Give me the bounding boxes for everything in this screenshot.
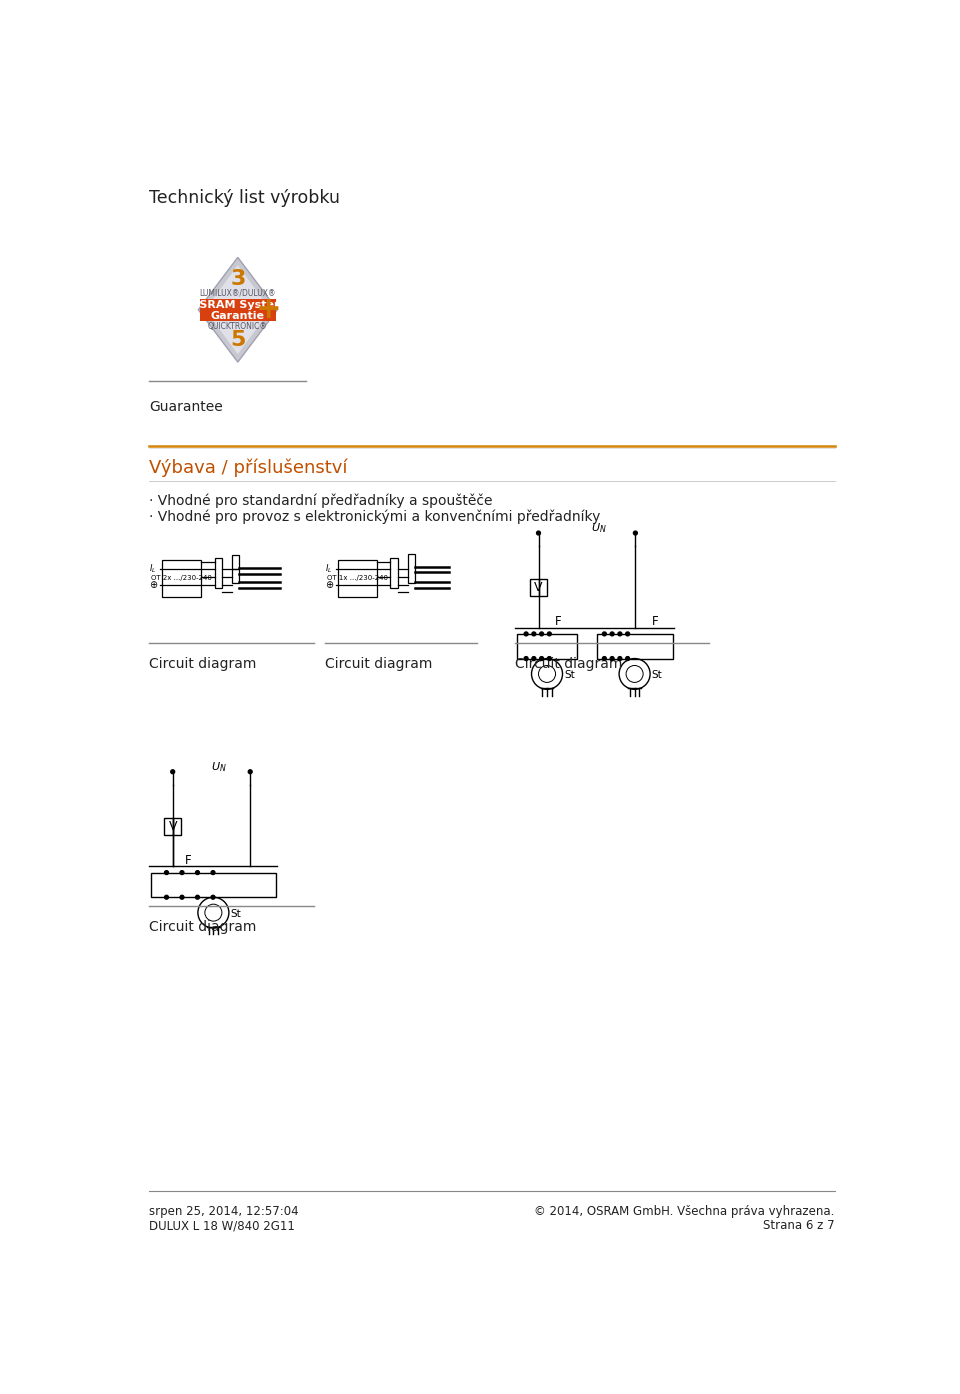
Circle shape	[611, 657, 614, 661]
Text: $U_N$: $U_N$	[590, 521, 607, 535]
Text: V: V	[168, 820, 177, 832]
Circle shape	[547, 631, 551, 636]
Bar	[232, 555, 239, 569]
Text: Circuit diagram: Circuit diagram	[150, 920, 257, 934]
Text: $U_N$: $U_N$	[211, 760, 228, 774]
Circle shape	[171, 769, 175, 774]
Circle shape	[540, 631, 543, 636]
Circle shape	[524, 631, 528, 636]
Text: DULUX L 18 W/840 2G11: DULUX L 18 W/840 2G11	[150, 1220, 296, 1232]
Text: Garantie: Garantie	[211, 311, 265, 321]
Text: +: +	[255, 296, 281, 325]
Text: Circuit diagram: Circuit diagram	[516, 657, 623, 671]
Text: St: St	[230, 909, 241, 919]
Text: $I_L$: $I_L$	[150, 563, 156, 576]
Text: · Vhodné pro provoz s elektronickými a konvenčními předřadníky: · Vhodné pro provoz s elektronickými a k…	[150, 509, 601, 524]
Text: F: F	[652, 615, 658, 629]
Text: LUMILUX®/DULUX®: LUMILUX®/DULUX®	[200, 289, 276, 297]
Text: $\oplus$: $\oplus$	[325, 579, 335, 590]
Circle shape	[196, 895, 200, 899]
Text: OT 2x .../230-240: OT 2x .../230-240	[151, 576, 211, 581]
Circle shape	[547, 657, 551, 661]
Circle shape	[603, 631, 607, 636]
Bar	[214, 559, 223, 588]
Text: 5: 5	[230, 330, 246, 350]
Text: · Vhodné pro standardní předřadníky a spouštěče: · Vhodné pro standardní předřadníky a sp…	[150, 493, 492, 509]
Bar	[596, 634, 673, 658]
Text: Výbava / příslušenství: Výbava / příslušenství	[150, 459, 348, 477]
Text: QUICKTRONIC®: QUICKTRONIC®	[208, 322, 268, 330]
Circle shape	[603, 657, 607, 661]
Circle shape	[196, 871, 200, 874]
Bar	[162, 560, 201, 597]
Circle shape	[634, 531, 637, 535]
Text: OT 1x .../230-240: OT 1x .../230-240	[326, 576, 388, 581]
Bar	[151, 873, 276, 898]
Circle shape	[164, 895, 168, 899]
Bar	[232, 569, 239, 583]
Circle shape	[164, 871, 168, 874]
Text: F: F	[555, 615, 562, 629]
Bar	[338, 560, 376, 597]
Circle shape	[618, 657, 622, 661]
Text: St: St	[652, 671, 662, 680]
Text: Circuit diagram: Circuit diagram	[150, 657, 257, 671]
Circle shape	[532, 657, 536, 661]
Polygon shape	[199, 258, 277, 362]
Text: F: F	[185, 853, 191, 867]
Bar	[164, 818, 181, 835]
Text: $\oplus$: $\oplus$	[150, 579, 158, 590]
Polygon shape	[205, 265, 271, 354]
Bar	[530, 580, 547, 597]
Circle shape	[532, 631, 536, 636]
Circle shape	[211, 895, 215, 899]
Circle shape	[249, 769, 252, 774]
Text: V: V	[535, 581, 542, 594]
Circle shape	[611, 631, 614, 636]
Circle shape	[626, 657, 630, 661]
Bar	[516, 634, 577, 658]
Text: srpen 25, 2014, 12:57:04: srpen 25, 2014, 12:57:04	[150, 1206, 300, 1218]
Text: 3: 3	[230, 269, 246, 290]
Circle shape	[180, 871, 184, 874]
Text: St: St	[564, 671, 575, 680]
Circle shape	[540, 657, 543, 661]
Text: Strana 6 z 7: Strana 6 z 7	[763, 1220, 834, 1232]
Circle shape	[211, 871, 215, 874]
Circle shape	[626, 631, 630, 636]
Text: © 2014, OSRAM GmbH. Všechna práva vyhrazena.: © 2014, OSRAM GmbH. Všechna práva vyhraz…	[534, 1206, 834, 1218]
Text: Guarantee: Guarantee	[150, 400, 223, 414]
Text: OSRAM System: OSRAM System	[190, 300, 285, 309]
Text: Technický list výrobku: Technický list výrobku	[150, 188, 341, 206]
Circle shape	[618, 631, 622, 636]
Bar	[200, 298, 276, 321]
Circle shape	[180, 895, 184, 899]
Bar	[391, 559, 398, 588]
Circle shape	[537, 531, 540, 535]
Text: Circuit diagram: Circuit diagram	[325, 657, 433, 671]
Circle shape	[524, 657, 528, 661]
Text: $I_L$: $I_L$	[325, 563, 333, 576]
Bar	[408, 553, 415, 583]
